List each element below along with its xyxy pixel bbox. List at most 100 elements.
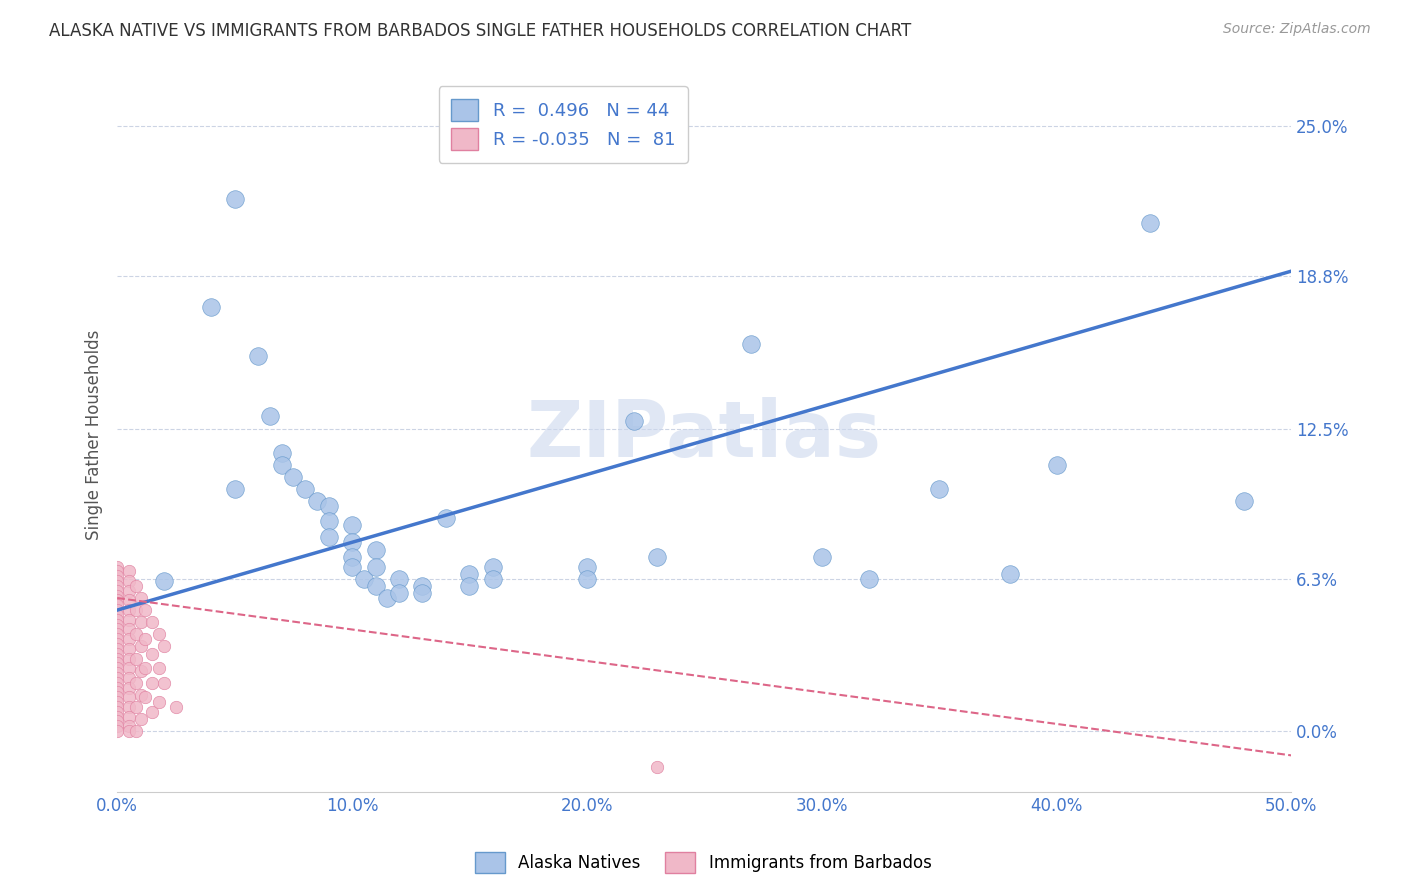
Point [224, 482, 246, 496]
Point [105, 690, 128, 705]
Point [105, 559, 128, 574]
Point [482, 559, 505, 574]
Point [105, 627, 128, 641]
Point [105, 637, 128, 651]
Point [388, 586, 411, 600]
Point [105, 632, 128, 647]
Point [148, 627, 170, 641]
Point [318, 499, 340, 513]
Point [141, 615, 163, 630]
Point [125, 627, 148, 641]
Point [118, 593, 141, 607]
Point [318, 514, 340, 528]
Point [105, 603, 128, 617]
Point [129, 640, 152, 654]
Point [129, 664, 152, 678]
Point [105, 613, 128, 627]
Point [125, 700, 148, 714]
Y-axis label: Single Father Households: Single Father Households [86, 329, 103, 540]
Point [105, 641, 128, 656]
Point [294, 482, 316, 496]
Point [105, 657, 128, 671]
Point [998, 566, 1021, 581]
Point [148, 661, 170, 675]
Point [134, 603, 156, 617]
Point [200, 301, 222, 315]
Point [118, 623, 141, 637]
Point [105, 675, 128, 690]
Point [364, 542, 387, 557]
Point [153, 640, 176, 654]
Point [1045, 458, 1067, 472]
Point [259, 409, 281, 424]
Point [129, 615, 152, 630]
Point [105, 579, 128, 593]
Point [364, 579, 387, 593]
Point [118, 603, 141, 617]
Point [928, 482, 950, 496]
Point [105, 724, 128, 739]
Text: ALASKA NATIVE VS IMMIGRANTS FROM BARBADOS SINGLE FATHER HOUSEHOLDS CORRELATION C: ALASKA NATIVE VS IMMIGRANTS FROM BARBADO… [49, 22, 911, 40]
Point [434, 511, 457, 525]
Point [125, 579, 148, 593]
Point [388, 572, 411, 586]
Point [375, 591, 398, 605]
Point [105, 714, 128, 729]
Point [165, 700, 187, 714]
Point [118, 661, 141, 675]
Point [134, 632, 156, 647]
Point [575, 559, 598, 574]
Point [105, 623, 128, 637]
Point [623, 414, 645, 428]
Point [270, 458, 292, 472]
Point [810, 549, 832, 564]
Point [118, 651, 141, 665]
Point [129, 591, 152, 605]
Point [283, 470, 305, 484]
Point [411, 586, 433, 600]
Point [340, 549, 363, 564]
Point [129, 688, 152, 702]
Point [105, 565, 128, 579]
Point [353, 572, 375, 586]
Point [740, 336, 762, 351]
Point [118, 671, 141, 685]
Point [153, 574, 176, 588]
Point [105, 719, 128, 733]
Point [118, 613, 141, 627]
Point [153, 675, 176, 690]
Legend: Alaska Natives, Immigrants from Barbados: Alaska Natives, Immigrants from Barbados [468, 846, 938, 880]
Point [134, 690, 156, 705]
Point [340, 535, 363, 549]
Point [105, 647, 128, 661]
Legend: R =  0.496   N = 44, R = -0.035   N =  81: R = 0.496 N = 44, R = -0.035 N = 81 [439, 87, 688, 163]
Point [118, 565, 141, 579]
Point [148, 695, 170, 709]
Point [105, 709, 128, 723]
Point [118, 681, 141, 695]
Point [118, 719, 141, 733]
Point [458, 579, 481, 593]
Point [134, 661, 156, 675]
Point [105, 589, 128, 603]
Point [118, 690, 141, 705]
Point [482, 572, 505, 586]
Point [118, 574, 141, 588]
Point [1233, 494, 1256, 508]
Point [105, 617, 128, 632]
Point [125, 675, 148, 690]
Point [645, 760, 668, 774]
Point [125, 724, 148, 739]
Point [575, 572, 598, 586]
Point [118, 724, 141, 739]
Point [270, 446, 292, 460]
Point [141, 647, 163, 661]
Point [141, 675, 163, 690]
Point [118, 700, 141, 714]
Point [118, 641, 141, 656]
Text: ZIPatlas: ZIPatlas [527, 397, 882, 473]
Point [858, 572, 880, 586]
Point [247, 349, 270, 363]
Point [118, 583, 141, 598]
Point [305, 494, 328, 508]
